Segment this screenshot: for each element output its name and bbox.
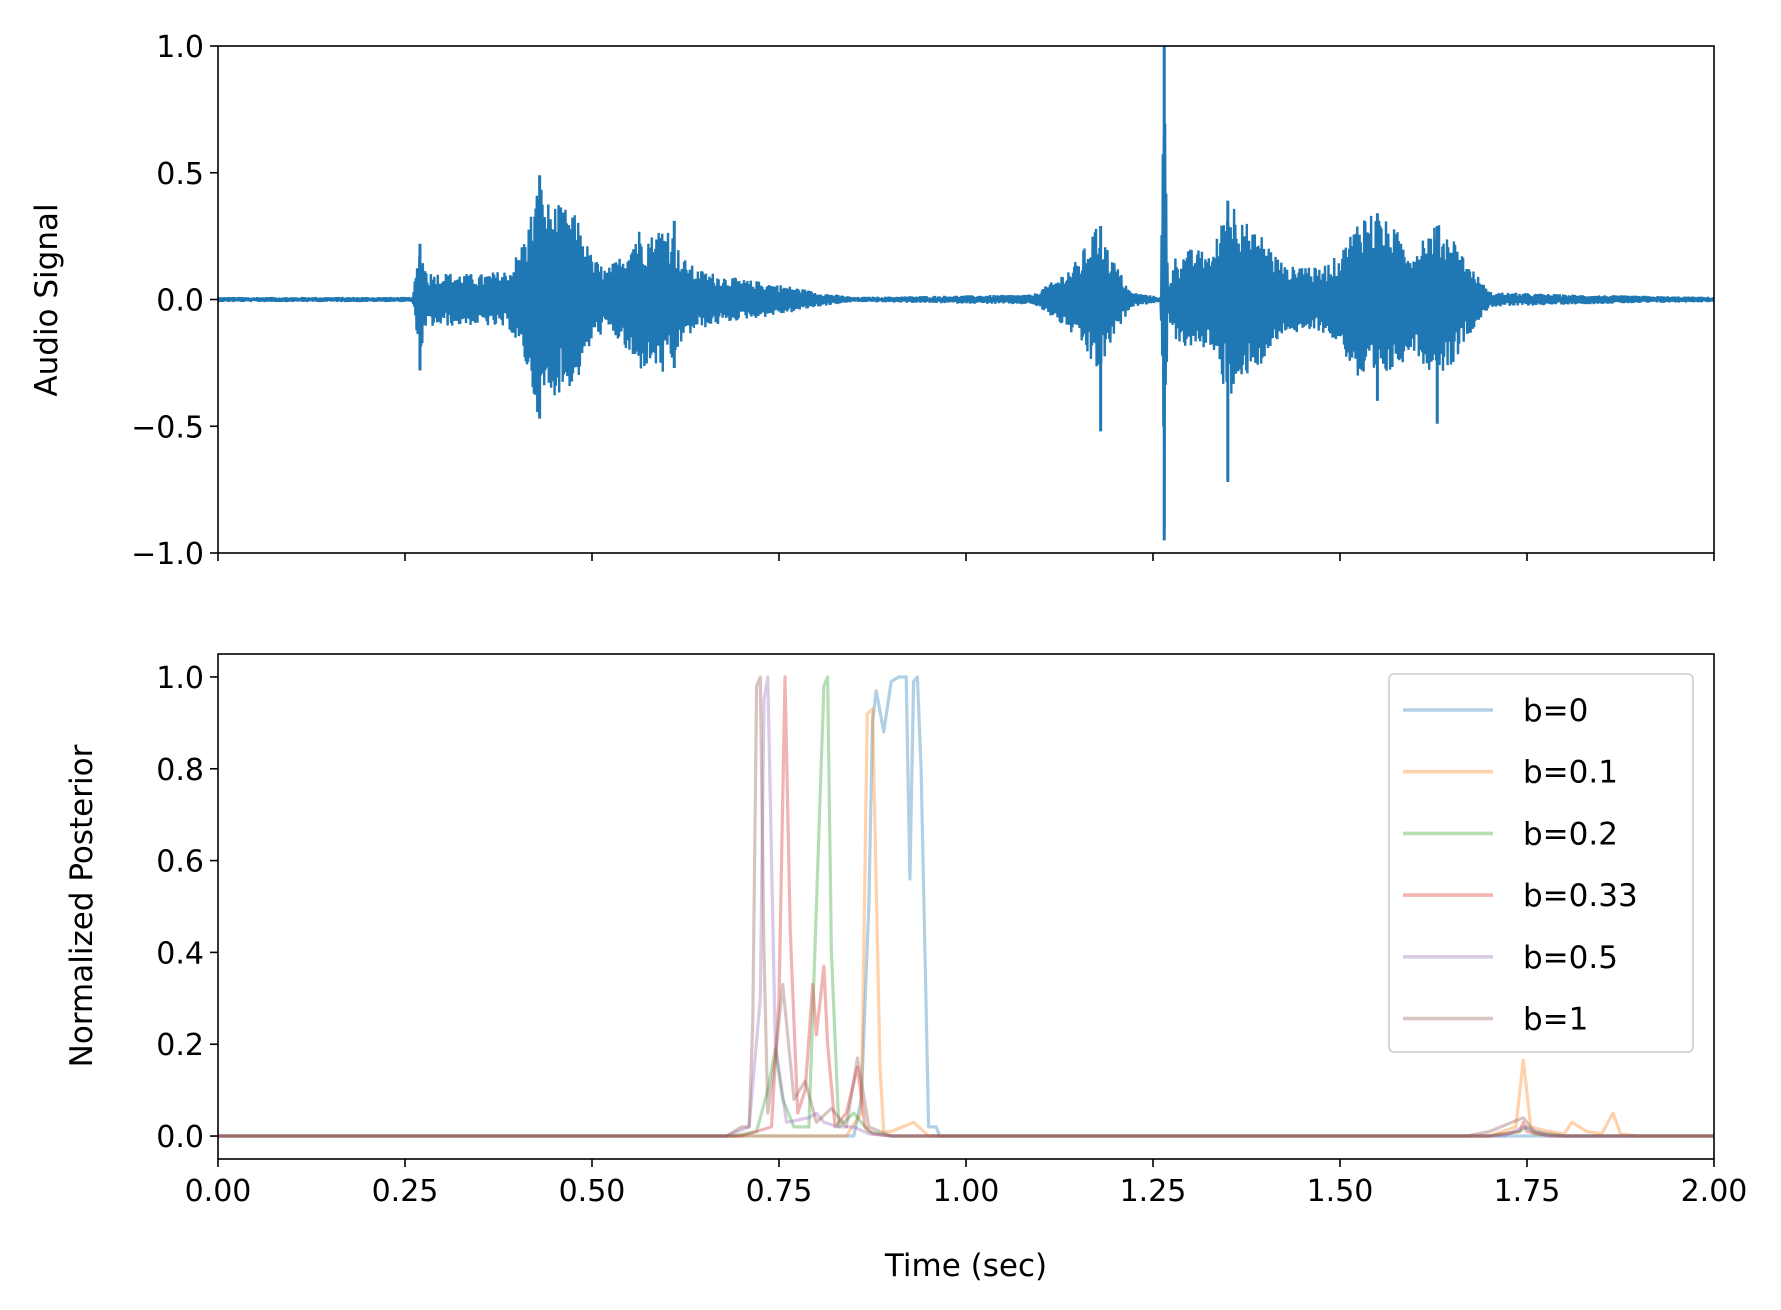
posterior-series-line-1	[218, 707, 1714, 1138]
audio-signal-panel: −1.0 −0.5 0.0 0.5 1.0 Audio Signal	[29, 30, 1715, 572]
posterior-series-line-2	[218, 675, 1714, 1138]
bottom-axes-frame	[217, 653, 1715, 1160]
bottom-x-tick-label: 1.00	[933, 1174, 1000, 1209]
posterior-lines-layer	[218, 675, 1714, 1138]
bottom-y-tick-label: 0.8	[156, 753, 204, 788]
posterior-panel: 0.00 0.25 0.50 0.75 1.00 1.25 1.50 1.75 2.00 0.0…	[64, 653, 1748, 1284]
top-y-tick-label: −1.0	[131, 537, 204, 572]
bottom-y-tick-label: 0.0	[156, 1120, 204, 1155]
bottom-y-tick-label: 0.6	[156, 845, 204, 880]
top-axes-frame	[217, 45, 1715, 554]
bottom-y-axis-ticks: 0.0 0.2 0.4 0.6 0.8 1.0	[156, 661, 218, 1155]
bottom-x-tick-label: 1.50	[1307, 1174, 1374, 1209]
bottom-x-tick-label: 1.75	[1494, 1174, 1561, 1209]
top-y-tick-label: 0.5	[156, 157, 204, 192]
bottom-x-axis-label: Time (sec)	[884, 1248, 1047, 1284]
posterior-series-line-3	[218, 675, 1714, 1138]
bottom-y-axis-label: Normalized Posterior	[64, 744, 100, 1067]
audio-waveform-line	[218, 123, 1714, 531]
legend-entries: b=0 b=0.1 b=0.2 b=0.33 b=0.5 b=1	[1403, 693, 1638, 1038]
bottom-y-tick-label: 0.2	[156, 1028, 204, 1063]
posterior-series-line-0	[218, 675, 1714, 1138]
legend-label-3: b=0.33	[1523, 878, 1638, 914]
posterior-series-line-5	[218, 675, 1714, 1138]
bottom-x-tick-label: 0.25	[372, 1174, 439, 1209]
bottom-y-tick-label: 0.4	[156, 936, 204, 971]
legend-label-2: b=0.2	[1523, 816, 1618, 852]
legend-box	[1388, 673, 1694, 1053]
legend-label-4: b=0.5	[1523, 940, 1618, 976]
bottom-x-tick-label: 0.00	[185, 1174, 252, 1209]
legend-label-1: b=0.1	[1523, 755, 1618, 791]
posterior-series-line-4	[218, 675, 1714, 1138]
top-y-tick-label: 1.0	[156, 30, 204, 65]
bottom-y-tick-label: 1.0	[156, 661, 204, 696]
audio-waveform-peaks	[418, 46, 1439, 541]
legend: b=0 b=0.1 b=0.2 b=0.33 b=0.5 b=1	[1388, 673, 1694, 1053]
legend-label-0: b=0	[1523, 693, 1588, 729]
top-y-axis-ticks: −1.0 −0.5 0.0 0.5 1.0	[131, 30, 218, 572]
top-y-tick-label: −0.5	[131, 410, 204, 445]
legend-label-5: b=1	[1523, 1002, 1588, 1038]
bottom-x-tick-label: 1.25	[1120, 1174, 1187, 1209]
bottom-x-axis-ticks: 0.00 0.25 0.50 0.75 1.00 1.25 1.50 1.75 2.00	[185, 1159, 1748, 1209]
top-y-tick-label: 0.0	[156, 284, 204, 319]
bottom-x-tick-label: 0.50	[559, 1174, 626, 1209]
top-y-axis-label: Audio Signal	[29, 203, 65, 396]
audio-waveform-layer	[218, 46, 1714, 541]
top-x-axis-ticks	[217, 553, 1715, 561]
bottom-x-tick-label: 0.75	[746, 1174, 813, 1209]
bottom-x-tick-label: 2.00	[1681, 1174, 1748, 1209]
